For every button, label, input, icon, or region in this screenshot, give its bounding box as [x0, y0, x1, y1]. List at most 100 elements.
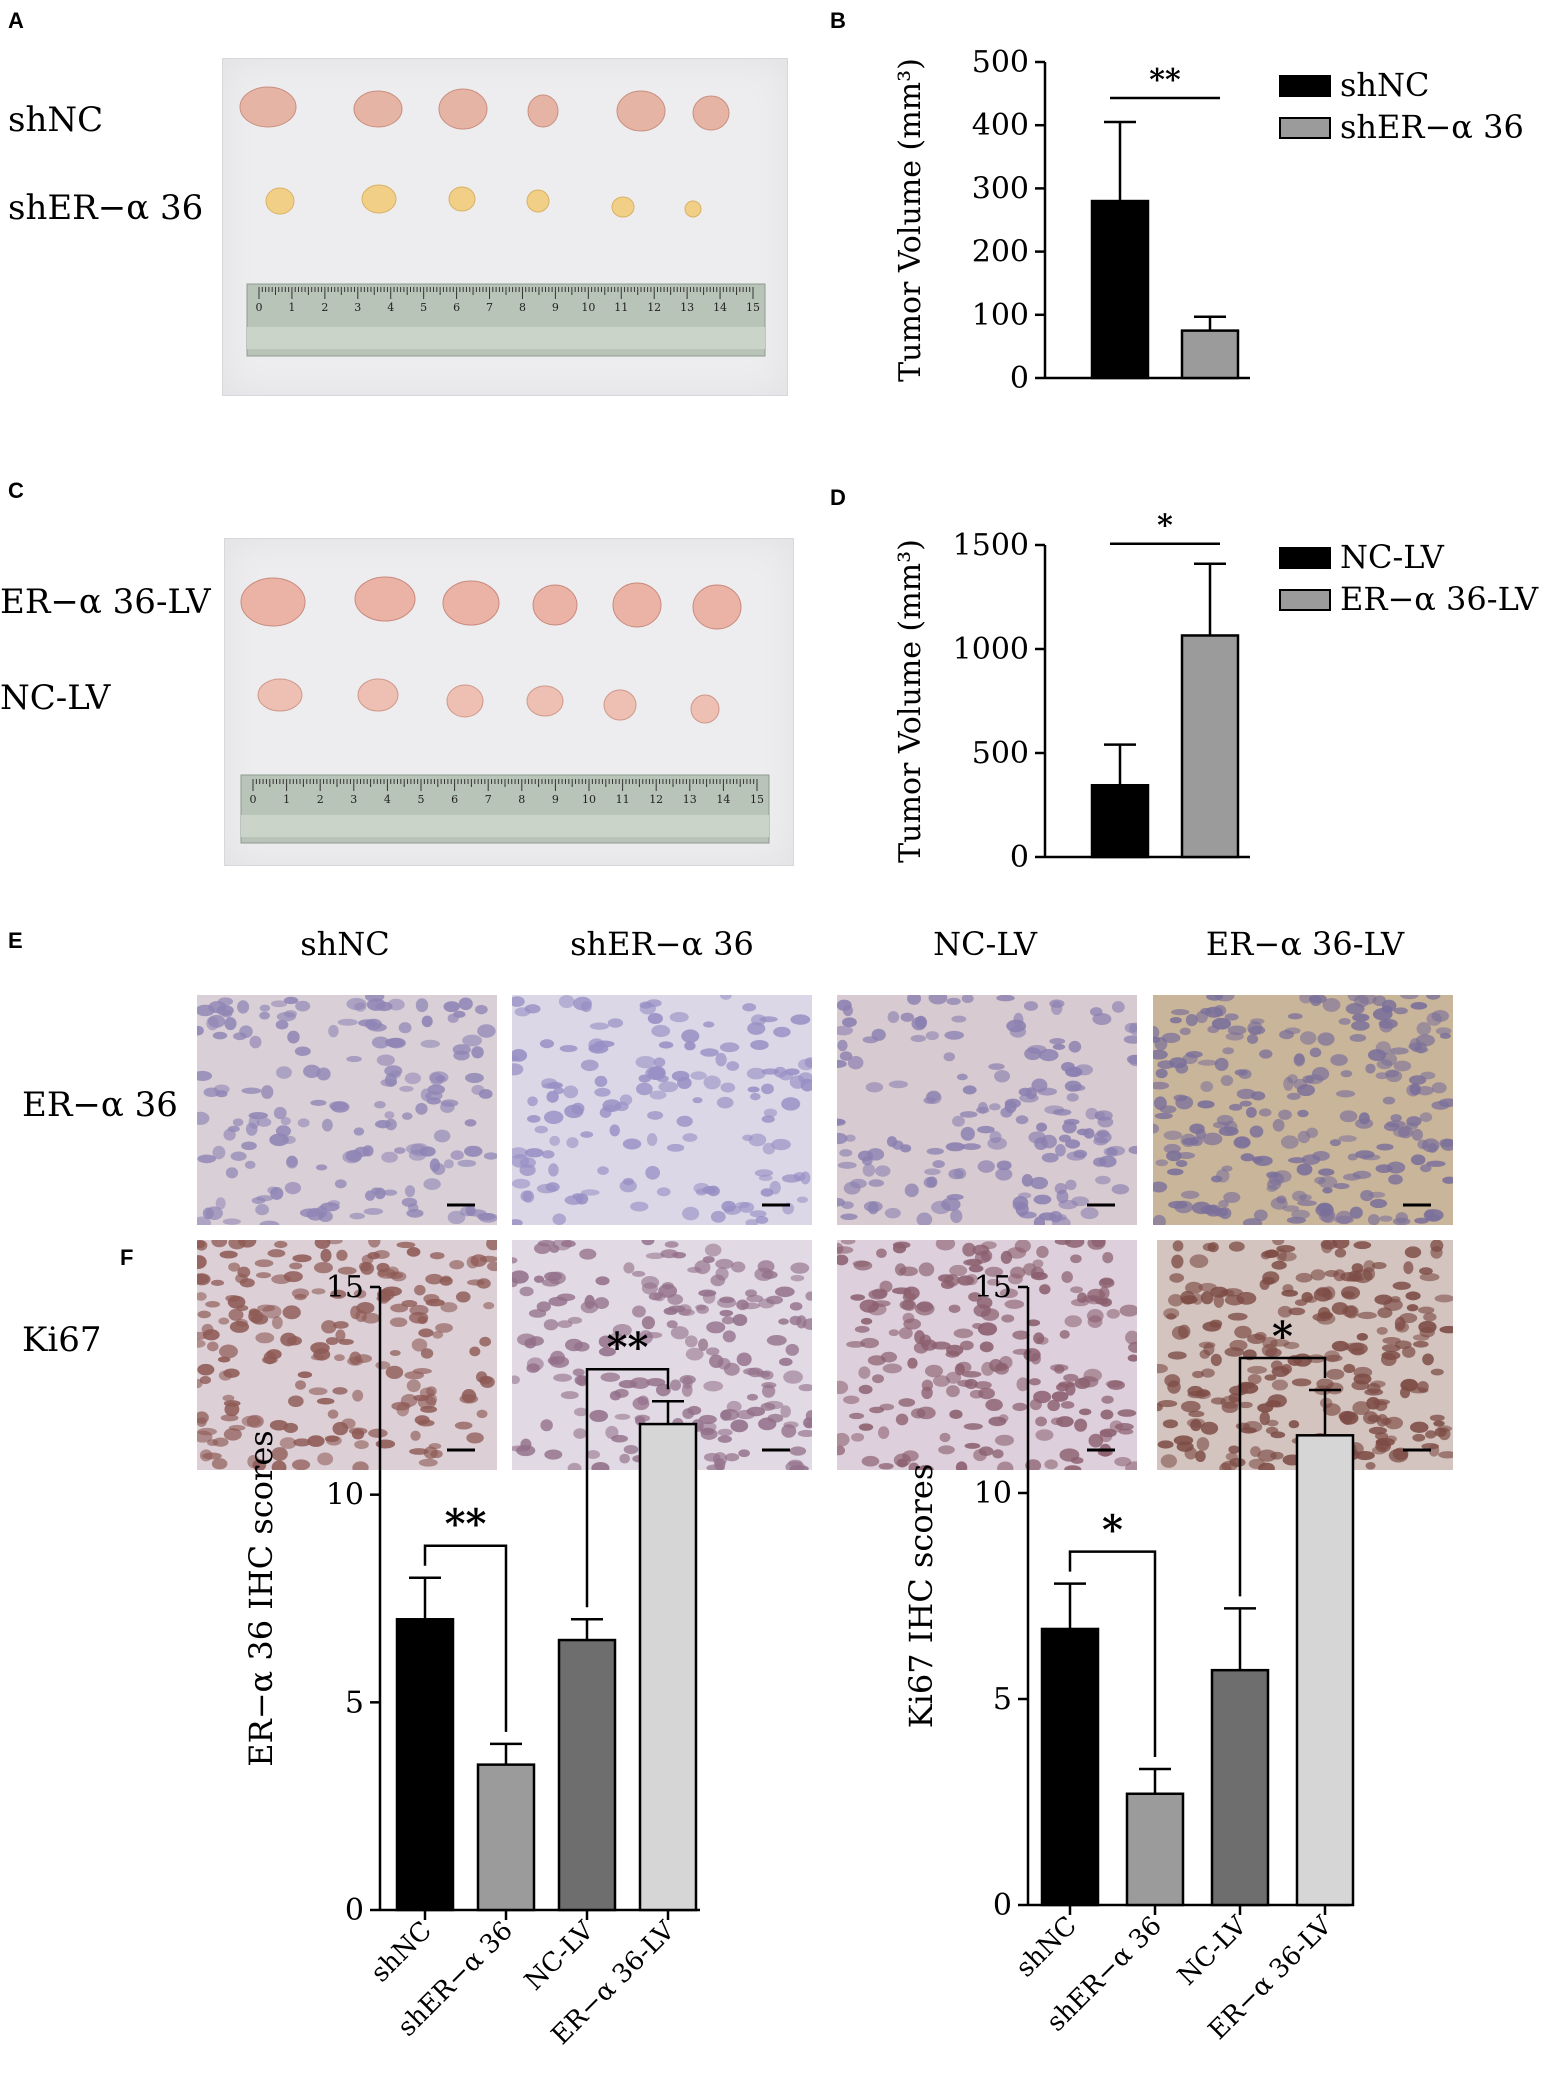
cell-nucleus — [197, 1154, 217, 1164]
cell-nucleus — [687, 1266, 702, 1273]
cell-nucleus — [1004, 1299, 1025, 1309]
cell-nucleus — [839, 1051, 853, 1061]
cell-nucleus — [941, 1197, 961, 1212]
cell-nucleus — [635, 1082, 653, 1096]
cell-nucleus — [1243, 1421, 1263, 1433]
cell-nucleus — [284, 1181, 302, 1195]
cell-nucleus — [255, 1272, 272, 1279]
cell-nucleus — [354, 1440, 369, 1450]
cell-nucleus — [894, 1263, 907, 1276]
cell-nucleus — [254, 1259, 274, 1268]
cell-nucleus — [1264, 1374, 1277, 1381]
cell-nucleus — [977, 1125, 995, 1134]
cell-nucleus — [417, 1419, 435, 1427]
tumor-nclv-5 — [603, 689, 637, 721]
bar — [395, 1618, 455, 1912]
cell-nucleus — [349, 1351, 362, 1366]
cell-nucleus — [717, 1428, 733, 1437]
cell-nucleus — [1087, 1315, 1103, 1328]
cell-nucleus — [580, 1131, 594, 1138]
cell-nucleus — [1185, 1281, 1203, 1294]
ruler-number: 15 — [750, 793, 764, 806]
cell-nucleus — [1164, 1374, 1181, 1388]
cell-nucleus — [1018, 1192, 1032, 1199]
cell-nucleus — [1035, 1429, 1054, 1441]
ruler-number: 6 — [451, 793, 458, 806]
cell-nucleus — [738, 1201, 755, 1213]
cell-nucleus — [1371, 1446, 1387, 1455]
cell-nucleus — [1417, 1306, 1435, 1314]
cell-nucleus — [534, 1242, 551, 1254]
cell-nucleus — [1070, 1286, 1083, 1294]
cell-nucleus — [1001, 1314, 1015, 1323]
cell-nucleus — [1066, 1093, 1079, 1102]
cell-nucleus — [1088, 1433, 1104, 1448]
cell-nucleus — [878, 1426, 890, 1439]
cell-nucleus — [1247, 1333, 1266, 1345]
cell-nucleus — [1066, 1151, 1086, 1161]
cell-nucleus — [1435, 1027, 1452, 1035]
cell-nucleus — [1405, 1291, 1421, 1301]
cell-nucleus — [730, 1419, 749, 1433]
y-tick-label: 500 — [972, 736, 1029, 771]
cell-nucleus — [541, 1150, 555, 1159]
cell-nucleus — [1388, 1174, 1403, 1185]
cell-nucleus — [1184, 1447, 1198, 1460]
cell-nucleus — [1415, 1034, 1435, 1047]
cell-nucleus — [1417, 1139, 1429, 1150]
cell-nucleus — [988, 1063, 1005, 1071]
cell-nucleus — [1106, 1308, 1120, 1319]
cell-nucleus — [1095, 1175, 1111, 1185]
cell-nucleus — [540, 1419, 553, 1432]
cell-nucleus — [1386, 1120, 1406, 1128]
cell-nucleus — [320, 1248, 332, 1263]
cell-nucleus — [1353, 1366, 1373, 1378]
cell-nucleus — [1276, 1248, 1287, 1263]
cell-nucleus — [790, 1274, 805, 1282]
cell-nucleus — [1339, 1411, 1359, 1425]
cell-nucleus — [367, 1251, 381, 1260]
cell-nucleus — [767, 1413, 784, 1423]
cell-nucleus — [641, 1276, 660, 1289]
cell-nucleus — [1119, 1304, 1137, 1317]
cell-nucleus — [512, 996, 525, 1007]
cell-nucleus — [559, 1044, 578, 1053]
ruler-number: 10 — [582, 793, 596, 806]
cell-nucleus — [878, 1462, 894, 1470]
cell-nucleus — [1318, 1168, 1335, 1176]
cell-nucleus — [1334, 1248, 1347, 1258]
cell-nucleus — [574, 1407, 588, 1417]
cell-nucleus — [1023, 1001, 1038, 1011]
cell-nucleus — [645, 1165, 661, 1180]
y-tick-label: 15 — [974, 1270, 1012, 1305]
cell-nucleus — [666, 1320, 678, 1329]
cell-nucleus — [471, 1046, 484, 1059]
cell-nucleus — [1270, 1431, 1286, 1439]
cell-nucleus — [230, 1151, 247, 1161]
cell-nucleus — [1016, 1377, 1030, 1392]
cell-nucleus — [946, 1344, 964, 1356]
cell-nucleus — [1294, 1299, 1308, 1306]
cell-nucleus — [995, 1168, 1013, 1181]
y-tick-label: 10 — [974, 1476, 1012, 1511]
cell-nucleus — [902, 1450, 919, 1462]
cell-nucleus — [321, 1118, 333, 1132]
cell-nucleus — [1068, 1084, 1086, 1092]
cell-nucleus — [512, 1375, 520, 1385]
photo-c-row-label-2: NC-LV — [0, 678, 111, 718]
cell-nucleus — [1250, 1018, 1265, 1025]
cell-nucleus — [418, 1328, 434, 1338]
cell-nucleus — [1314, 1176, 1326, 1185]
cell-nucleus — [228, 1262, 240, 1272]
cell-nucleus — [1063, 1373, 1079, 1382]
cell-nucleus — [1173, 1435, 1194, 1446]
cell-nucleus — [1061, 1271, 1073, 1283]
cell-nucleus — [1166, 1313, 1177, 1320]
cell-nucleus — [1009, 1025, 1027, 1038]
cell-nucleus — [1074, 1418, 1088, 1432]
cell-nucleus — [291, 1459, 311, 1470]
tumor-nclv-4 — [526, 685, 564, 717]
cell-nucleus — [952, 1115, 965, 1127]
cell-nucleus — [330, 1289, 347, 1299]
